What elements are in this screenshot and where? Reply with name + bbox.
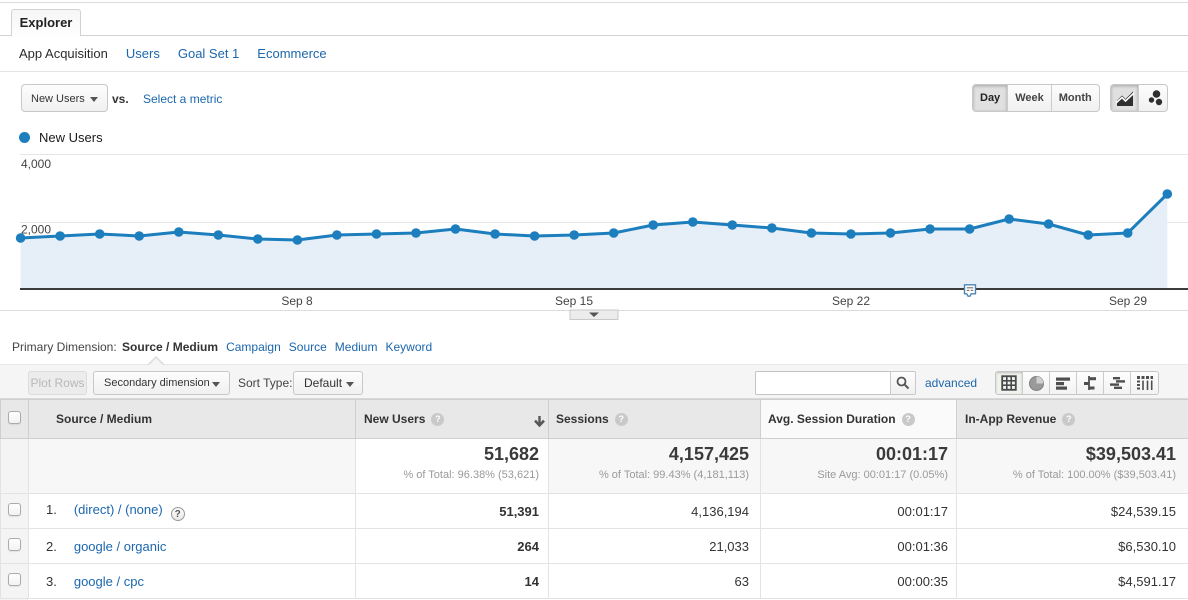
svg-text:Sep 29: Sep 29: [1109, 294, 1147, 308]
svg-text:2,000: 2,000: [21, 223, 51, 237]
svg-text:Sep 8: Sep 8: [281, 294, 313, 308]
svg-text:Sep 15: Sep 15: [555, 294, 593, 308]
svg-text:Sep 22: Sep 22: [832, 294, 870, 308]
svg-text:4,000: 4,000: [21, 157, 51, 171]
